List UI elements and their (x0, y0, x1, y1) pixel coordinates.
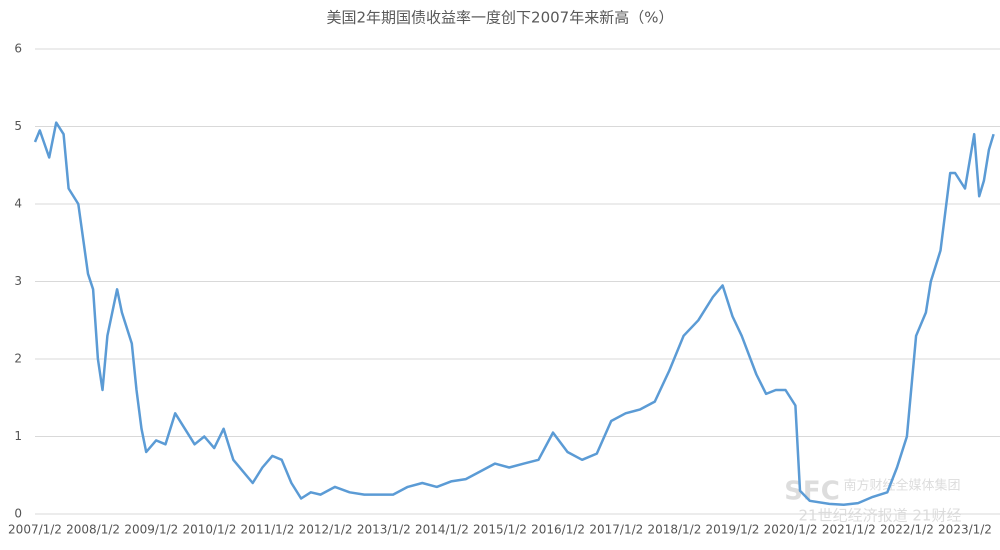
x-tick-label: 2013/1/2 (357, 523, 411, 537)
x-tick-label: 2009/1/2 (124, 523, 178, 537)
x-tick-label: 2017/1/2 (589, 523, 643, 537)
y-tick-label: 2 (14, 352, 22, 366)
x-tick-label: 2015/1/2 (473, 523, 527, 537)
y-tick-label: 4 (14, 197, 22, 211)
x-tick-label: 2011/1/2 (241, 523, 295, 537)
y-tick-label: 0 (14, 507, 22, 521)
x-tick-label: 2021/1/2 (822, 523, 876, 537)
y-tick-label: 1 (14, 429, 22, 443)
watermark: 南方财经全媒体集团 (843, 478, 960, 494)
x-tick-label: 2020/1/2 (764, 523, 818, 537)
y-tick-label: 6 (14, 42, 22, 56)
chart-title: 美国2年期国债收益率一度创下2007年来新高（%） (327, 9, 674, 27)
x-tick-label: 2016/1/2 (531, 523, 585, 537)
x-tick-label: 2010/1/2 (182, 523, 236, 537)
x-tick-label: 2018/1/2 (647, 523, 701, 537)
x-tick-label: 2014/1/2 (415, 523, 469, 537)
data-line (33, 121, 995, 506)
x-tick-label: 2012/1/2 (299, 523, 353, 537)
watermark: 21世纪经济报道 21财经 (799, 507, 962, 525)
x-tick-label: 2008/1/2 (66, 523, 120, 537)
x-tick-label: 2022/1/2 (880, 523, 934, 537)
x-tick-label: 2007/1/2 (8, 523, 62, 537)
y-tick-label: 5 (14, 119, 22, 133)
x-tick-label: 2023/1/2 (938, 523, 992, 537)
x-tick-label: 2019/1/2 (706, 523, 760, 537)
y-tick-label: 3 (14, 274, 22, 288)
